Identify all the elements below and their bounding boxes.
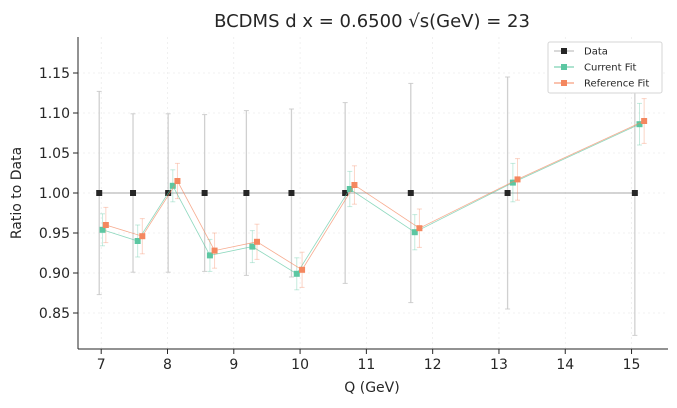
chart-title: BCDMS d x = 0.6500 √s(GeV) = 23 [214,11,530,32]
x-tick-label: 8 [163,357,172,373]
y-tick-label: 0.85 [39,306,70,322]
y-axis-label: Ratio to Data [9,147,25,239]
y-tick-label: 1.15 [39,66,70,82]
current-fit-point [636,121,643,128]
current-fit-point [509,179,516,186]
legend-label-reference-fit: Reference Fit [584,79,649,90]
x-tick-label: 13 [490,357,508,373]
reference-fit-point [139,233,146,240]
x-tick-label: 12 [424,357,442,373]
reference-fit-point [102,222,109,228]
legend-box [547,41,663,94]
data-point [631,190,638,196]
current-fit-point [411,229,418,236]
y-tick-label: 1.10 [39,106,70,122]
reference-fit-point [299,266,306,273]
x-tick-label: 10 [291,357,309,373]
y-tick-label: 0.95 [39,226,70,242]
data-point [201,190,208,196]
current-fit-point [293,270,300,277]
current-fit-point [346,186,353,192]
legend-marker-reference-fit [561,80,567,86]
x-tick-label: 7 [97,357,106,373]
reference-fit-point [351,182,358,188]
reference-fit-point [253,238,260,245]
data-layer [96,50,648,336]
current-fit-point [134,238,141,244]
data-point [243,190,250,196]
reference-fit-point [641,118,648,124]
x-axis-label: Q (GeV) [344,380,399,396]
data-point [96,190,103,196]
current-fit-point [206,252,213,259]
x-tick-label: 11 [357,357,375,373]
legend: Data Current Fit Reference Fit [547,41,663,94]
y-tick-label: 1.05 [39,146,70,162]
x-tick-label: 14 [556,357,574,373]
current-fit-line [102,123,640,275]
y-tick-label: 0.90 [39,266,70,282]
data-point [130,190,137,196]
reference-fit-point [416,225,423,232]
current-fit-point [169,182,176,189]
legend-label-data: Data [584,47,608,58]
legend-marker-data [561,48,567,54]
legend-marker-current-fit [561,64,567,70]
reference-fit-point [514,176,521,183]
x-tick-label: 9 [229,357,238,373]
current-fit-point [249,243,256,250]
current-fit-point [99,226,106,233]
reference-fit-point [174,178,181,184]
data-point [504,190,511,196]
axes-layer: 7 8 9 10 11 12 13 14 15 0.85 0.90 0.95 1.00 1.05 1.10 1… [39,37,668,373]
data-point [288,190,295,196]
reference-fit-point [211,247,218,254]
data-point [342,190,349,196]
y-tick-label: 1.00 [39,186,70,202]
reference-fit-line [105,120,645,271]
data-point [407,190,414,196]
x-tick-label: 15 [623,357,641,373]
legend-label-current-fit: Current Fit [584,63,637,74]
